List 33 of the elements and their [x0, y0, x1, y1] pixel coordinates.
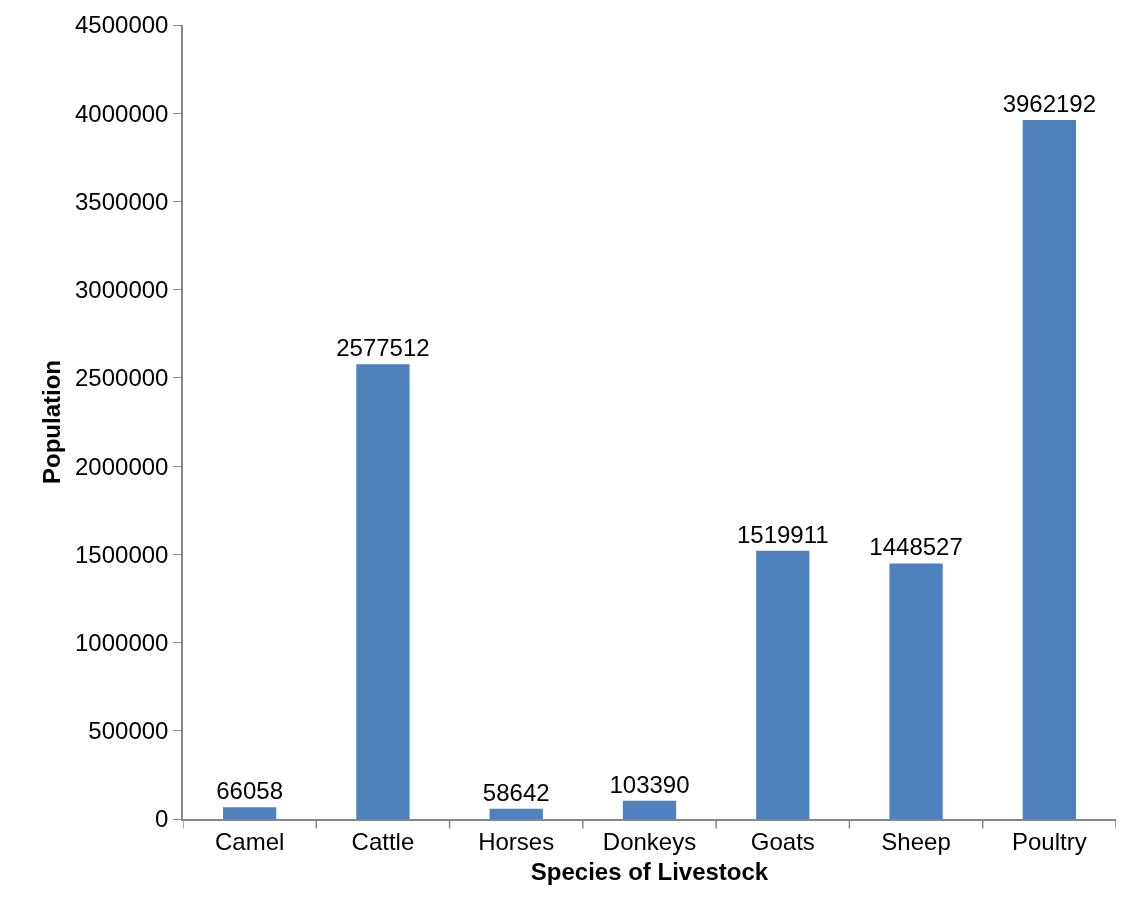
x-tick-label: Goats [750, 827, 815, 855]
bar [222, 807, 277, 819]
bar [622, 800, 677, 819]
bar [1022, 119, 1077, 819]
data-label: 66058 [216, 777, 284, 805]
x-tick-label: Horses [478, 827, 555, 855]
x-tick-label: Cattle [351, 827, 415, 855]
bar [356, 364, 410, 819]
y-tick-label: 2500000 [75, 364, 169, 392]
bar [489, 808, 543, 819]
data-label: 58642 [482, 778, 550, 806]
x-tick-label: Donkeys [602, 827, 697, 855]
y-tick-label: 3000000 [75, 276, 169, 304]
bar [756, 550, 810, 819]
data-label: 1448527 [869, 533, 963, 561]
bar [889, 563, 943, 819]
y-axis-title: Population [37, 360, 65, 484]
y-tick-label: 3500000 [75, 187, 169, 215]
data-label: 1519911 [736, 520, 829, 548]
data-label: 2577512 [336, 334, 430, 362]
y-tick-label: 500000 [88, 717, 169, 745]
y-tick-label: 0 [155, 805, 169, 833]
y-tick-label: 4500000 [75, 11, 169, 39]
x-tick-label: Sheep [881, 827, 951, 855]
data-label: 103390 [609, 770, 690, 798]
y-tick-label: 4000000 [75, 99, 169, 127]
y-tick-label: 2000000 [75, 452, 169, 480]
x-axis-title: Species of Livestock [530, 858, 769, 886]
data-label: 3962192 [1002, 89, 1097, 117]
x-tick-label: Camel [214, 827, 285, 855]
x-tick-label: Poultry [1012, 827, 1087, 855]
y-tick-label: 1000000 [75, 628, 169, 656]
y-tick-label: 1500000 [75, 540, 169, 568]
